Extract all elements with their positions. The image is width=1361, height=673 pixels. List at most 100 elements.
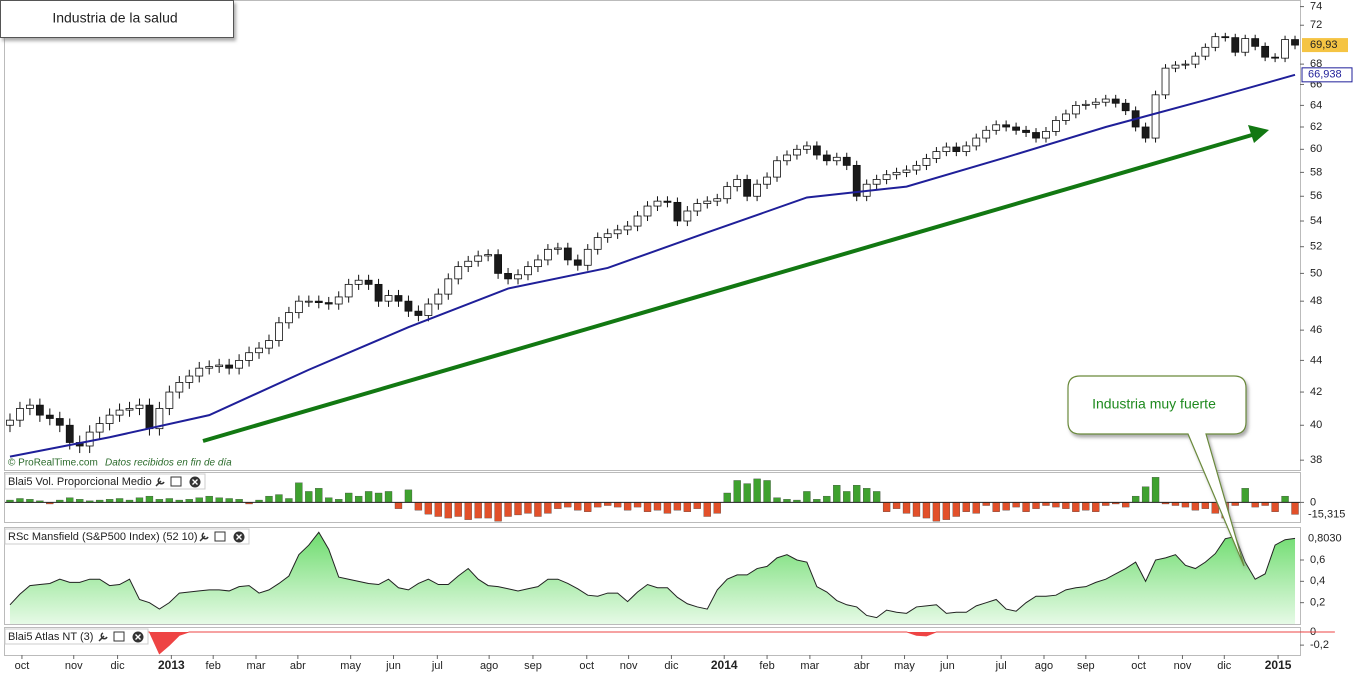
bar: [912, 502, 921, 517]
candle-body: [1141, 126, 1150, 139]
window-icon[interactable]: [214, 531, 226, 542]
settings-icon[interactable]: [155, 477, 165, 487]
candle-body: [384, 295, 393, 302]
bar: [1052, 502, 1060, 508]
candle-body: [1062, 113, 1070, 121]
x-tick-label: dic: [1217, 660, 1232, 672]
chart-title: Industria de la salud: [52, 10, 177, 26]
candle-body: [623, 225, 632, 231]
bar: [484, 502, 492, 519]
window-icon[interactable]: [170, 476, 182, 487]
candle-body: [145, 404, 154, 430]
candle-body: [723, 186, 732, 200]
bar: [1181, 502, 1190, 508]
candle-body: [922, 158, 931, 166]
candle-body: [573, 259, 582, 266]
candle-body: [1251, 38, 1260, 47]
candle-body: [175, 382, 184, 393]
y-tick-label: 60: [1310, 143, 1322, 155]
candle-body: [783, 154, 791, 162]
candle-body: [713, 198, 722, 202]
last-value-label: 0,8030: [1308, 532, 1342, 544]
panel-icons[interactable]: [155, 476, 201, 488]
candle-body: [1261, 45, 1270, 58]
candle-body: [992, 124, 1001, 131]
bar: [1082, 502, 1090, 511]
candle-body: [514, 274, 522, 280]
bar: [613, 502, 622, 508]
panel-icons[interactable]: [98, 631, 144, 643]
candle-body: [65, 424, 74, 443]
candle-body: [1052, 120, 1060, 132]
candle-body: [902, 169, 911, 173]
bar: [225, 498, 233, 503]
candle-body: [763, 176, 771, 185]
last-price-label: 69,93: [1310, 39, 1338, 51]
panel-title-box: [4, 628, 149, 645]
source-note: Datos recibidos en fin de día: [105, 458, 232, 469]
candle-body: [1171, 64, 1180, 69]
bar: [962, 502, 970, 512]
bar: [205, 495, 213, 503]
candle-body: [35, 404, 44, 416]
bar: [733, 480, 741, 503]
bar: [135, 497, 144, 503]
bar: [643, 502, 652, 512]
candle-body: [822, 154, 831, 162]
last-value-box: [1302, 531, 1348, 546]
candle-body: [314, 300, 323, 303]
x-tick-label: may: [894, 660, 915, 672]
candle-body: [285, 312, 293, 324]
bar: [723, 492, 731, 503]
candle-body: [444, 278, 453, 295]
candle-body: [165, 391, 174, 409]
bar: [952, 502, 960, 517]
settings-icon[interactable]: [199, 532, 209, 542]
y-tick-label: 64: [1310, 99, 1322, 111]
y-tick-label: 48: [1310, 295, 1322, 307]
candle-body: [663, 200, 672, 203]
candle-body: [1012, 126, 1020, 131]
bar: [1271, 502, 1279, 512]
bar: [534, 502, 542, 517]
y-tick-label: -0,2: [1310, 639, 1329, 651]
panel-icons[interactable]: [199, 531, 245, 543]
candle-body: [394, 295, 403, 302]
bar: [404, 489, 413, 503]
candle-body: [344, 283, 353, 298]
bar: [564, 502, 572, 508]
y-tick-label: 42: [1310, 386, 1322, 398]
close-x: [135, 634, 141, 640]
x-tick-label: may: [340, 660, 361, 672]
bar: [444, 502, 452, 519]
bar: [1131, 495, 1140, 503]
candle-body: [803, 145, 811, 150]
y-tick-label: 0,6: [1310, 554, 1325, 566]
candle-body: [1191, 55, 1200, 65]
bar: [1151, 477, 1160, 503]
candle-body: [653, 200, 662, 207]
window-icon[interactable]: [113, 631, 125, 642]
bar: [972, 502, 980, 514]
bar: [454, 502, 462, 517]
settings-icon[interactable]: [98, 632, 108, 642]
bar: [1002, 502, 1010, 511]
candle-body: [1121, 102, 1130, 112]
bar: [394, 502, 403, 509]
y-tick-label: 40: [1310, 419, 1322, 431]
bar: [1072, 502, 1080, 512]
x-tick-label: 2015: [1265, 658, 1292, 672]
ma-value-label: 66,938: [1308, 69, 1342, 81]
y-tick-label: 52: [1310, 241, 1322, 253]
x-tick-label: 2013: [158, 658, 185, 672]
candle-body: [414, 310, 423, 316]
candle-body: [334, 296, 343, 305]
candle-body: [275, 322, 283, 341]
candle-body: [1291, 39, 1299, 46]
bar: [872, 491, 881, 503]
candle-body: [892, 171, 901, 176]
bar: [1092, 502, 1100, 512]
bar: [932, 502, 941, 522]
y-tick-label: 0,2: [1310, 597, 1325, 609]
candle-body: [962, 145, 971, 152]
